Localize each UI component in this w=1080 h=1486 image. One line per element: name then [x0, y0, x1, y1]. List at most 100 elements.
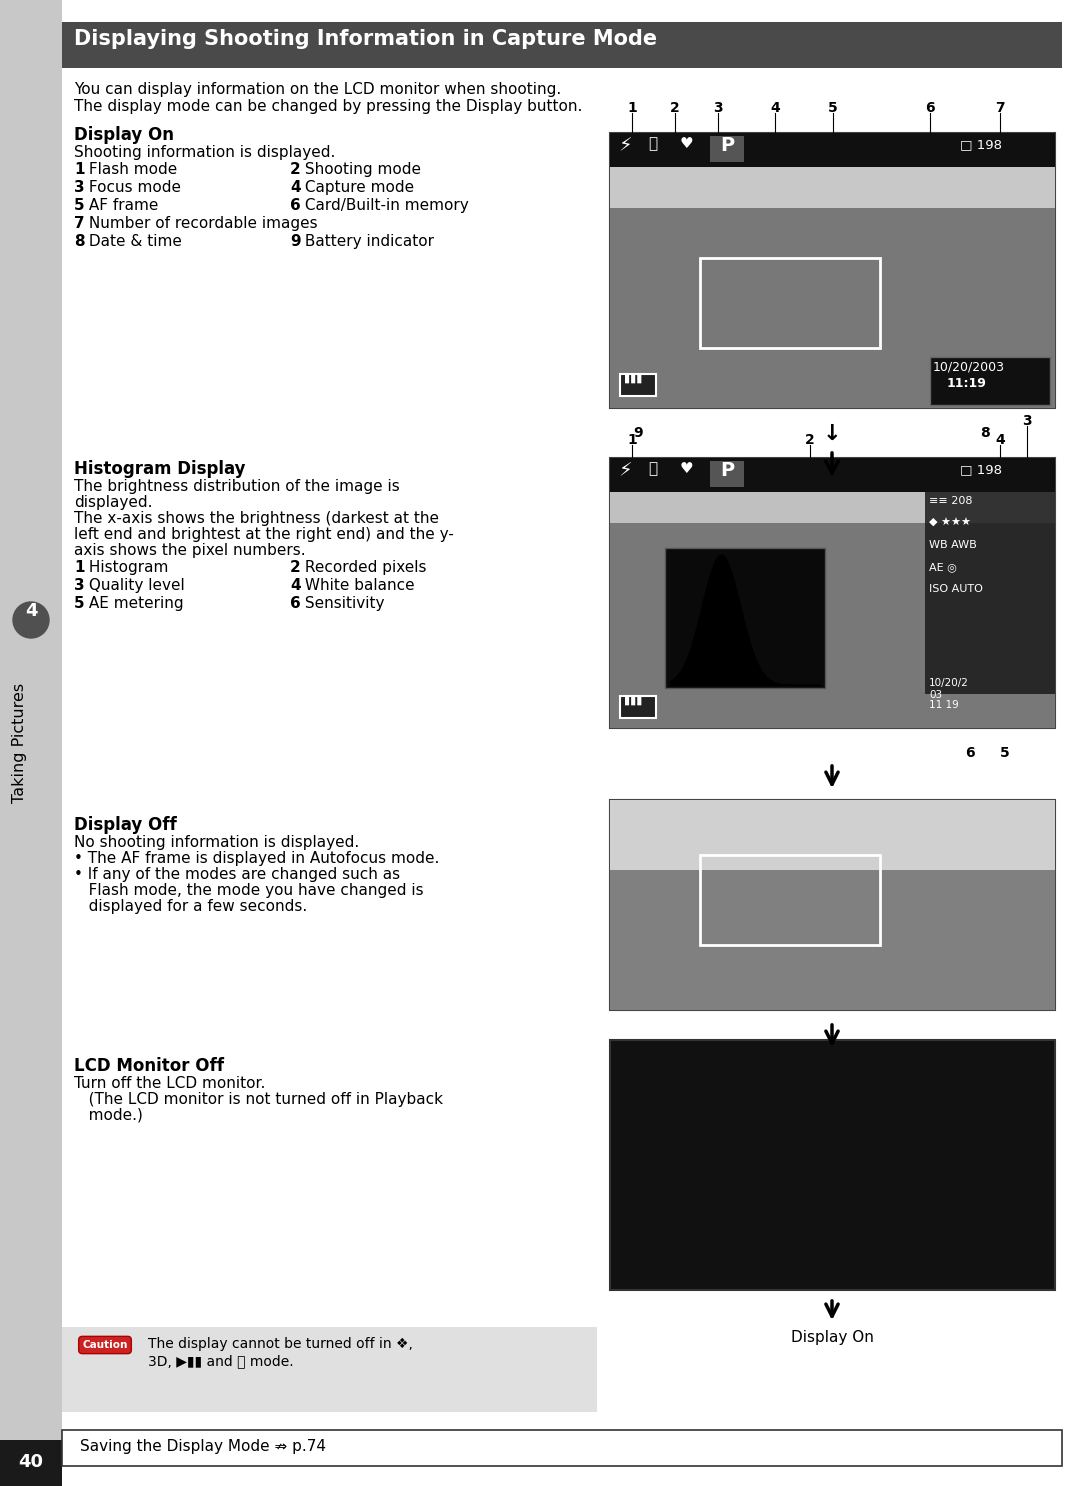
Text: 1: 1: [627, 101, 637, 114]
Text: P: P: [720, 461, 734, 480]
Text: 8: 8: [981, 426, 990, 440]
Text: Saving the Display Mode ⇏ p.74: Saving the Display Mode ⇏ p.74: [80, 1438, 326, 1453]
Text: Quality level: Quality level: [84, 578, 185, 593]
Text: 9: 9: [633, 426, 643, 440]
Bar: [665, 548, 825, 688]
Text: 6: 6: [926, 101, 935, 114]
Text: 10/20/2003: 10/20/2003: [933, 360, 1005, 373]
Text: 6: 6: [966, 746, 975, 759]
Text: 5: 5: [75, 596, 84, 611]
Text: AE metering: AE metering: [84, 596, 184, 611]
Text: 4: 4: [995, 432, 1004, 447]
Bar: [610, 869, 1055, 1010]
Text: 2: 2: [291, 162, 300, 177]
Bar: [610, 134, 1055, 166]
Bar: [710, 461, 744, 487]
Text: 5: 5: [828, 101, 838, 114]
Text: ISO AUTO: ISO AUTO: [929, 584, 983, 594]
Text: 10/20/2: 10/20/2: [929, 678, 969, 688]
Text: left end and brightest at the right end) and the y-: left end and brightest at the right end)…: [75, 528, 454, 542]
Text: The display mode can be changed by pressing the Display button.: The display mode can be changed by press…: [75, 100, 582, 114]
Text: 7: 7: [995, 101, 1004, 114]
Text: WB AWB: WB AWB: [929, 539, 976, 550]
Bar: [610, 799, 1055, 1010]
Bar: [710, 137, 744, 162]
Text: ⌛: ⌛: [648, 137, 657, 152]
Text: Displaying Shooting Information in Capture Mode: Displaying Shooting Information in Captu…: [75, 30, 657, 49]
Text: Capture mode: Capture mode: [300, 180, 414, 195]
Bar: [620, 374, 656, 395]
Text: ≡≡ 208: ≡≡ 208: [929, 496, 972, 507]
Text: 1: 1: [75, 162, 84, 177]
Text: □ 198: □ 198: [960, 138, 1002, 152]
Text: Histogram: Histogram: [84, 560, 168, 575]
Text: 4: 4: [291, 180, 300, 195]
Text: displayed for a few seconds.: displayed for a few seconds.: [75, 899, 307, 914]
Text: 5: 5: [1000, 746, 1010, 759]
Text: 7: 7: [75, 215, 84, 230]
Text: 9: 9: [291, 233, 300, 250]
Text: Date & time: Date & time: [84, 233, 181, 250]
Bar: [610, 208, 1055, 409]
Text: axis shows the pixel numbers.: axis shows the pixel numbers.: [75, 542, 306, 559]
Bar: [610, 458, 1055, 523]
Text: ▮▮▮: ▮▮▮: [624, 374, 643, 383]
Text: 8: 8: [75, 233, 84, 250]
Text: 2: 2: [805, 432, 815, 447]
Bar: [610, 799, 1055, 869]
Text: 03: 03: [929, 690, 942, 700]
Text: Shooting information is displayed.: Shooting information is displayed.: [75, 146, 336, 160]
Text: ⌛: ⌛: [648, 461, 657, 476]
Text: Turn off the LCD monitor.: Turn off the LCD monitor.: [75, 1076, 266, 1091]
Text: 1: 1: [627, 432, 637, 447]
Text: (The LCD monitor is not turned off in Playback: (The LCD monitor is not turned off in Pl…: [75, 1092, 443, 1107]
Text: Taking Pictures: Taking Pictures: [13, 684, 27, 802]
Bar: [610, 523, 1055, 728]
Text: displayed.: displayed.: [75, 495, 152, 510]
Bar: [700, 854, 880, 945]
Text: P: P: [720, 137, 734, 155]
Text: 40: 40: [18, 1453, 43, 1471]
Text: 3D, ▶▮▮ and ⓞ mode.: 3D, ▶▮▮ and ⓞ mode.: [148, 1354, 294, 1369]
Bar: [610, 134, 1055, 409]
Text: White balance: White balance: [300, 578, 415, 593]
Text: 1: 1: [75, 560, 84, 575]
Text: ◆ ★★★: ◆ ★★★: [929, 519, 971, 528]
Bar: [62, 1430, 1062, 1467]
Text: 3: 3: [75, 578, 84, 593]
Text: 3: 3: [1022, 415, 1031, 428]
Text: Recorded pixels: Recorded pixels: [300, 560, 427, 575]
Text: LCD Monitor Off: LCD Monitor Off: [75, 1057, 224, 1074]
Text: AE ◎: AE ◎: [929, 562, 957, 572]
Text: Flash mode: Flash mode: [84, 162, 177, 177]
Text: No shooting information is displayed.: No shooting information is displayed.: [75, 835, 360, 850]
Text: The brightness distribution of the image is: The brightness distribution of the image…: [75, 478, 400, 493]
Text: □ 198: □ 198: [960, 464, 1002, 476]
Text: 6: 6: [291, 596, 300, 611]
Bar: [62, 22, 1062, 68]
Text: Sensitivity: Sensitivity: [300, 596, 384, 611]
Circle shape: [13, 602, 49, 637]
Text: 4: 4: [770, 101, 780, 114]
Text: Shooting mode: Shooting mode: [300, 162, 421, 177]
Text: 11:19: 11:19: [947, 377, 987, 389]
Text: mode.): mode.): [75, 1109, 143, 1123]
Bar: [0, 1440, 62, 1486]
Text: Display Off: Display Off: [75, 816, 177, 834]
Bar: [610, 1040, 1055, 1290]
Bar: [700, 259, 880, 348]
Text: Flash mode, the mode you have changed is: Flash mode, the mode you have changed is: [75, 883, 423, 898]
Bar: [610, 458, 1055, 728]
Text: ▮▮▮: ▮▮▮: [624, 695, 643, 706]
Text: 5: 5: [75, 198, 84, 212]
Text: ♥: ♥: [680, 461, 693, 476]
Bar: [930, 357, 1050, 406]
Text: 4: 4: [25, 602, 37, 620]
Text: Display On: Display On: [791, 1330, 874, 1345]
Text: Display On: Display On: [75, 126, 174, 144]
Text: You can display information on the LCD monitor when shooting.: You can display information on the LCD m…: [75, 82, 562, 97]
Text: Number of recordable images: Number of recordable images: [84, 215, 318, 230]
Text: 2: 2: [291, 560, 300, 575]
Text: Focus mode: Focus mode: [84, 180, 181, 195]
Bar: [610, 134, 1055, 208]
